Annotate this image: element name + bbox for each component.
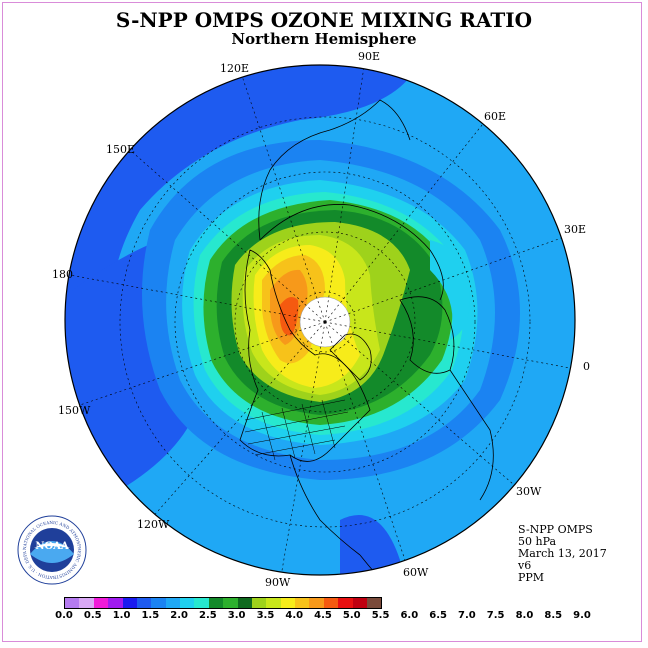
colorbar-swatch [180, 598, 195, 608]
colorbar-tick-label: 7.0 [458, 610, 476, 621]
lon-label-180: 180 [52, 268, 73, 281]
meridian-90w [279, 321, 326, 575]
europe-coast [399, 296, 455, 374]
colorbar-swatch [251, 598, 267, 608]
map-title: S-NPP OMPS OZONE MIXING RATIO [115, 8, 533, 32]
colorbar-tick-label: 5.5 [371, 610, 390, 621]
colorbar-tick-label: 3.5 [256, 610, 275, 621]
coastlines [239, 99, 494, 575]
lon-label-150e: 150E [106, 143, 135, 156]
colorbar-swatch [223, 598, 238, 608]
meridian-150e [129, 149, 326, 323]
colorbar-swatch [338, 598, 353, 608]
colorbar-tick-label: 1.0 [112, 610, 131, 621]
lon-label-150w: 150W [58, 404, 91, 417]
africa-coast [449, 369, 494, 501]
colorbar-swatch [309, 598, 324, 608]
graticule [69, 65, 575, 575]
colorbar-tick-label: 4.5 [314, 610, 332, 621]
colorbar-tick-label: 0.0 [55, 610, 73, 621]
colorbar-swatch [295, 598, 310, 608]
colorbar-tick-label: 3.0 [227, 610, 246, 621]
north-america-coast [239, 249, 371, 462]
colorbar-tick-label: 7.5 [486, 610, 505, 621]
colorbar-labels: 0.0 0.5 1.0 1.5 2.0 2.5 3.0 3.5 4.0 4.5 5.0 5.5 6.0 6… [0, 610, 648, 624]
info-satellite: S-NPP OMPS [518, 523, 593, 536]
meridian-150w [79, 321, 326, 406]
colorbar-swatch [65, 598, 80, 608]
colorbar-swatch [93, 598, 109, 608]
colorbar-swatch [79, 598, 94, 608]
meridian-60e [324, 114, 491, 323]
asia-east-coast [258, 129, 331, 241]
info-date: March 13, 2017 [518, 547, 607, 560]
colorbar-tick-label: 5.0 [342, 610, 361, 621]
colorbar-swatch [266, 598, 281, 608]
lon-label-60e: 60E [484, 110, 506, 123]
colorbar-swatch [108, 598, 123, 608]
field-low-south [340, 515, 400, 575]
colorbar-swatch [136, 598, 152, 608]
noaa-logo-label: NOAA [35, 541, 69, 552]
meridian-120w [149, 321, 326, 521]
colorbar-tick-label: 2.0 [170, 610, 188, 621]
meridian-90e [324, 65, 366, 323]
greenland-coast [329, 333, 372, 381]
colorbar-tick-label: 0.5 [83, 610, 102, 621]
colorbar-swatch [352, 598, 367, 608]
longitude-labels: 90E 60E 30E 0 30W 60W 90W 120W 150W 180 … [52, 50, 590, 589]
colorbar-swatch [165, 598, 180, 608]
colorbar-tick-label: 8.0 [515, 610, 534, 621]
latitude-circle-20 [119, 116, 531, 528]
meridian-180 [69, 274, 326, 323]
meridian-30e [324, 234, 571, 323]
lon-label-90e: 90E [358, 50, 380, 63]
lon-label-30w: 30W [516, 485, 542, 498]
field-8-0 [280, 296, 299, 336]
colorbar-swatch [280, 598, 295, 608]
colorbar-swatch [366, 598, 382, 608]
info-level: 50 hPa [518, 535, 557, 548]
colorbar-swatch [208, 598, 224, 608]
lon-label-90w: 90W [265, 576, 291, 589]
colorbar-swatch [151, 598, 166, 608]
colorbar-tick-label: 2.5 [199, 610, 217, 621]
map-boundary [64, 64, 576, 576]
colorbar-tick-label: 8.5 [544, 610, 563, 621]
info-block: S-NPP OMPS 50 hPa March 13, 2017 v6 PPM [518, 524, 607, 584]
lon-label-60w: 60W [403, 566, 429, 579]
meridian-120e [239, 69, 326, 323]
latitude-circle-40 [174, 171, 476, 473]
lon-label-120e: 120E [220, 62, 249, 75]
colorbar-swatch [237, 598, 252, 608]
colorbar-tick-label: 1.5 [141, 610, 160, 621]
colorbar-tick-label: 9.0 [573, 610, 591, 621]
colorbar-tick-label: 4.0 [285, 610, 304, 621]
info-version: v6 [518, 559, 532, 572]
map-subtitle: Northern Hemisphere [231, 30, 417, 48]
colorbar-swatch [323, 598, 339, 608]
south-america-coast [359, 554, 401, 575]
lon-label-0: 0 [583, 360, 590, 373]
east-asia-coast [329, 99, 411, 141]
noaa-logo-bird [34, 543, 70, 548]
central-america-coast [289, 454, 361, 556]
us-grid-hatch [244, 399, 349, 461]
lon-label-120w: 120W [137, 518, 170, 531]
info-units: PPM [518, 571, 545, 584]
meridian-0 [324, 321, 575, 371]
colorbar-tick-label: 6.5 [429, 610, 447, 621]
colorbar-swatch [122, 598, 137, 608]
figure-frame [2, 2, 642, 642]
colorbar-swatch [194, 598, 209, 608]
latitude-circle-80 [294, 291, 356, 353]
field-low-east-bump [430, 240, 470, 340]
colorbar [64, 597, 383, 609]
asia-coast [259, 204, 444, 301]
field-low-northwest [65, 65, 420, 360]
colorbar-tick-label: 6.0 [400, 610, 419, 621]
lon-label-30e: 30E [564, 223, 586, 236]
